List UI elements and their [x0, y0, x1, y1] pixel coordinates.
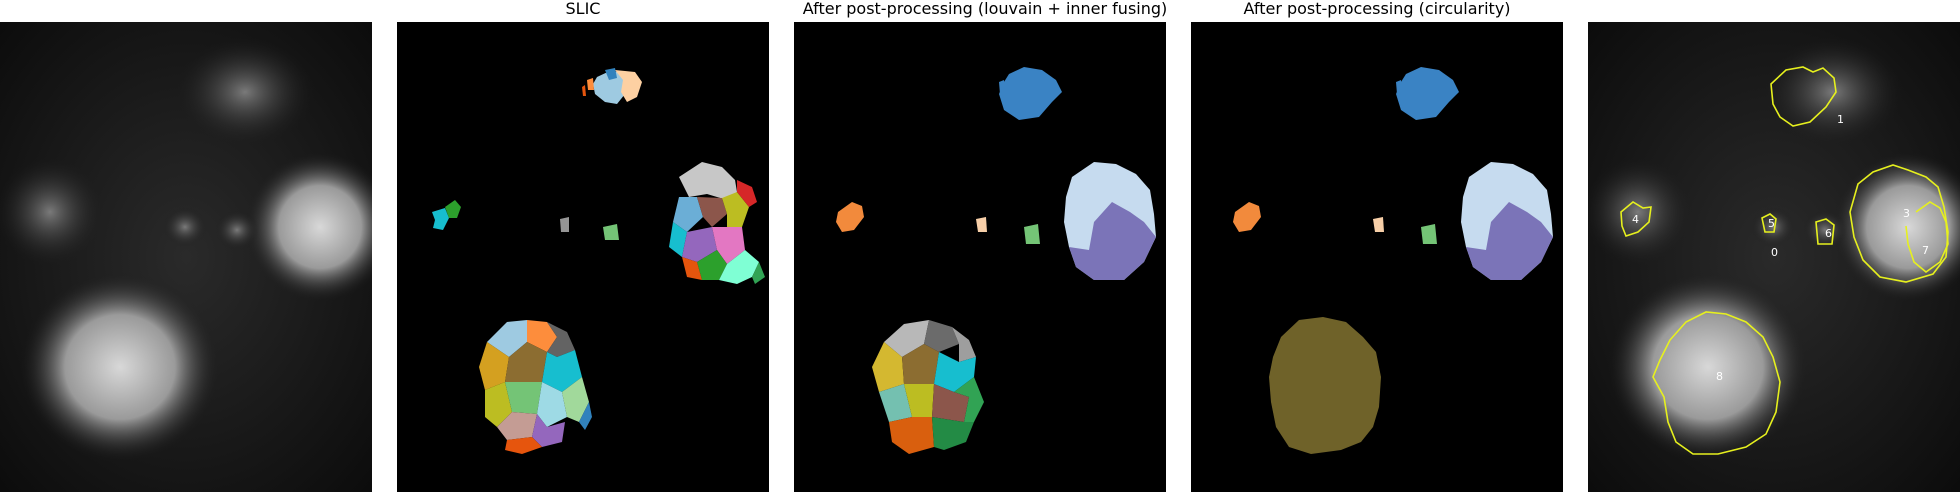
- contour-5: [1761, 213, 1777, 233]
- circularity-region-small-b: [1421, 224, 1437, 244]
- louvain-region-top-fragment: [999, 80, 1006, 94]
- slic-region-top: [582, 68, 642, 104]
- overlay-panel: 1 4 5 6 3 7 0 8: [1588, 22, 1960, 492]
- louvain-region-bottom: [872, 320, 984, 454]
- panel-title-circularity: After post-processing (circularity): [1243, 0, 1511, 18]
- louvain-region-left: [836, 202, 864, 232]
- label-6: 6: [1825, 227, 1832, 240]
- slic-region-right: [669, 162, 765, 284]
- original-image-panel: [0, 22, 372, 492]
- contour-7: [1905, 201, 1949, 274]
- slic-region-bottom: [479, 320, 592, 454]
- slic-segmentation: [397, 22, 769, 492]
- slic-panel: [397, 22, 769, 492]
- label-7: 7: [1922, 244, 1929, 257]
- slic-region-left: [432, 200, 461, 230]
- circularity-segmentation: [1191, 22, 1563, 492]
- original-image: [0, 22, 372, 492]
- panel-title-slic: SLIC: [565, 0, 601, 18]
- label-4: 4: [1632, 213, 1639, 226]
- label-3: 3: [1903, 207, 1910, 220]
- contour-overlay: 1 4 5 6 3 7 0 8: [1588, 22, 1960, 492]
- slic-region-small-b: [603, 224, 619, 240]
- circularity-panel: [1191, 22, 1563, 492]
- circularity-region-left: [1233, 202, 1261, 232]
- louvain-region-small-a: [976, 217, 987, 232]
- louvain-panel: [794, 22, 1166, 492]
- louvain-region-top: [999, 67, 1062, 120]
- circularity-region-small-a: [1373, 217, 1384, 232]
- contour-8: [1652, 311, 1781, 455]
- louvain-region-right-lower: [1069, 202, 1156, 280]
- slic-region-small-a: [560, 217, 569, 232]
- circularity-region-right-lower: [1466, 202, 1553, 280]
- contour-4: [1620, 201, 1652, 237]
- circularity-region-bottom: [1269, 317, 1381, 454]
- louvain-region-small-b: [1024, 224, 1040, 244]
- circularity-region-top: [1396, 67, 1459, 120]
- louvain-segmentation: [794, 22, 1166, 492]
- contour-1: [1770, 66, 1837, 127]
- contour-6: [1815, 218, 1835, 245]
- label-0: 0: [1771, 246, 1778, 259]
- label-1: 1: [1837, 113, 1844, 126]
- circularity-region-top-fragment: [1396, 80, 1403, 94]
- label-5: 5: [1768, 217, 1775, 230]
- panel-title-louvain: After post-processing (louvain + inner f…: [802, 0, 1168, 18]
- label-8: 8: [1716, 370, 1723, 383]
